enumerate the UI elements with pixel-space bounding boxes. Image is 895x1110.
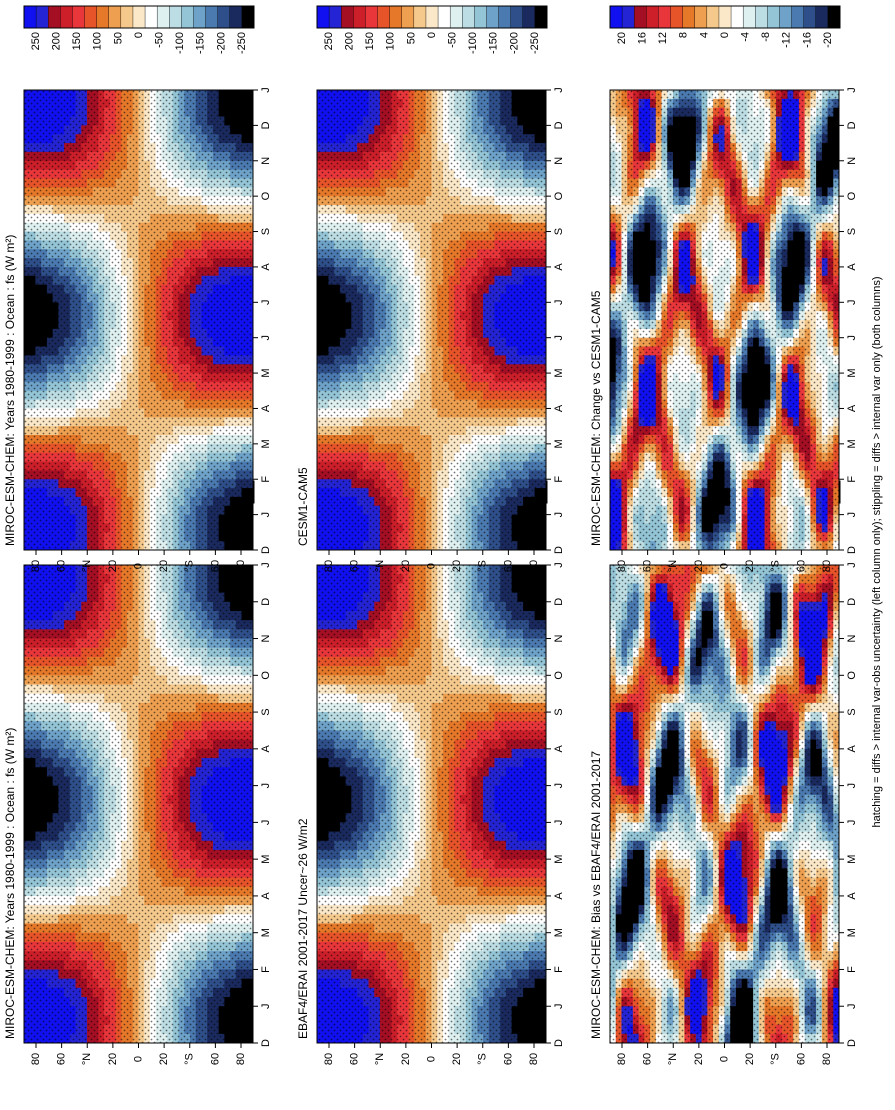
lat-tick-label: 60 <box>209 1053 221 1065</box>
colorbar-label: 150 <box>71 32 83 50</box>
colorbar-swatch <box>242 6 254 28</box>
month-tick-label: D <box>260 598 272 606</box>
month-tick-label: J <box>260 300 272 306</box>
colorbar-swatch <box>133 6 145 28</box>
colorbar-label: 50 <box>112 32 124 44</box>
stippling-overlay <box>24 90 253 550</box>
colorbar-swatch <box>218 6 230 28</box>
month-tick-label: D <box>260 121 272 129</box>
colorbar-swatch <box>24 6 36 28</box>
colorbar-label: 250 <box>30 32 42 50</box>
month-tick-label: N <box>260 157 272 165</box>
colorbar-swatch <box>109 6 121 28</box>
lat-tick-label: 20 <box>158 560 170 572</box>
lat-tick-label: °N <box>81 1053 93 1065</box>
month-tick-label: O <box>260 191 272 200</box>
month-tick-label: J <box>260 820 272 826</box>
colorbar-swatch <box>169 6 181 28</box>
month-tick-label: J <box>260 1003 272 1009</box>
month-tick-label: A <box>260 263 272 271</box>
lat-tick-label: 60 <box>56 560 68 572</box>
month-tick-label: F <box>260 476 272 483</box>
lat-tick-label: 80 <box>235 1053 247 1065</box>
lat-tick-label: °N <box>81 560 93 572</box>
colorbar-label: 0 <box>133 32 145 38</box>
colorbar-swatch <box>121 6 133 28</box>
colorbar-label: -250 <box>236 32 248 54</box>
colorbar-swatch <box>157 6 169 28</box>
month-tick-label: S <box>260 228 272 235</box>
colorbar-label: 100 <box>92 32 104 50</box>
panel-title: MIROC-ESM-CHEM: Years 1980-1999 : Ocean … <box>3 235 17 546</box>
colorbar-swatch <box>60 6 72 28</box>
colorbar-label: -50 <box>154 32 166 48</box>
colorbar-swatch <box>97 6 109 28</box>
colorbar-label: -150 <box>195 32 207 54</box>
colorbar-swatch <box>193 6 205 28</box>
lat-tick-label: 80 <box>30 1053 42 1065</box>
lat-tick-label: 20 <box>107 1053 119 1065</box>
colorbar: 250 200 150 100 50 0 -50 -100 -150 -200 -250 <box>24 6 254 54</box>
lat-tick-label: 0 <box>132 1056 144 1062</box>
lat-tick-label: °S <box>184 1053 196 1065</box>
colorbar-swatch <box>48 6 60 28</box>
month-tick-label: J <box>260 87 272 93</box>
month-tick-label: D <box>260 1039 272 1047</box>
stippling-overlay <box>24 565 253 1043</box>
lat-tick-label: 80 <box>235 560 247 572</box>
lat-tick-label: 0 <box>132 563 144 569</box>
colorbar-label: 200 <box>51 32 63 50</box>
colorbar-swatch <box>145 6 157 28</box>
month-tick-label: M <box>260 368 272 377</box>
month-tick-label: J <box>260 512 272 518</box>
month-tick-label: M <box>260 439 272 448</box>
month-tick-label: N <box>260 635 272 643</box>
colorbar-swatch <box>230 6 242 28</box>
month-tick-label: A <box>260 892 272 900</box>
lat-tick-label: 20 <box>158 1053 170 1065</box>
colorbar-swatch <box>36 6 48 28</box>
lat-tick-label: 20 <box>107 560 119 572</box>
colorbar-swatch <box>181 6 193 28</box>
month-tick-label: J <box>260 562 272 568</box>
colorbar-label: -200 <box>215 32 227 54</box>
month-tick-label: M <box>260 928 272 937</box>
colorbar-label: -100 <box>174 32 186 54</box>
month-tick-label: A <box>260 404 272 412</box>
month-tick-label: O <box>260 671 272 680</box>
month-tick-label: J <box>260 335 272 341</box>
lat-tick-label: °S <box>184 560 196 572</box>
colorbar-swatch <box>206 6 218 28</box>
lat-tick-label: 60 <box>209 560 221 572</box>
lat-tick-label: 60 <box>56 1053 68 1065</box>
panel-title: MIROC-ESM-CHEM: Years 1980-1999 : Ocean … <box>3 728 17 1039</box>
month-tick-label: F <box>260 966 272 973</box>
month-tick-label: M <box>260 855 272 864</box>
colorbar-swatch <box>72 6 84 28</box>
month-tick-label: S <box>260 708 272 715</box>
month-tick-label: D <box>260 546 272 554</box>
lat-tick-label: 80 <box>30 560 42 572</box>
month-tick-label: J <box>260 783 272 789</box>
month-tick-label: A <box>260 745 272 753</box>
colorbar-swatch <box>85 6 97 28</box>
